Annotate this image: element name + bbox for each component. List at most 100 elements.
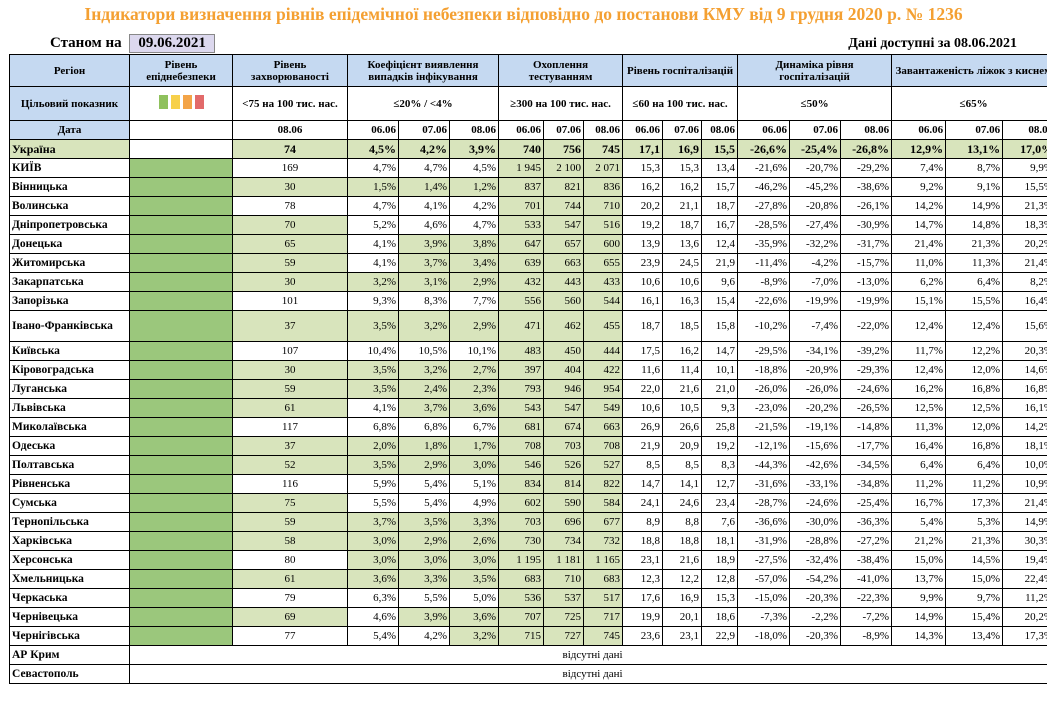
header-hosp-dyn: Динаміка рівня госпіталізацій — [737, 54, 893, 87]
target-detection: ≤20% / <4% — [346, 86, 500, 121]
region-name: Дніпропетровська — [9, 215, 130, 235]
oxygen-value: 21,4% — [1002, 493, 1047, 513]
testing-value: 537 — [543, 588, 585, 608]
detection-value: 1,8% — [398, 436, 450, 456]
detection-value: 2,7% — [448, 360, 500, 380]
incidence-value: 79 — [232, 588, 348, 608]
oxygen-value: 30,3% — [1002, 531, 1047, 551]
testing-value: 600 — [583, 234, 624, 254]
hosp-dyn-value: -20,2% — [789, 398, 842, 418]
oxygen-value: 14,2% — [891, 196, 947, 216]
hosp-dyn-value: -30,0% — [789, 512, 842, 532]
testing-value: 2 100 — [543, 158, 585, 178]
hosp-value: 16,9 — [662, 139, 703, 159]
table-row: Миколаївська 117 6,8% 6,8% 6,7% 681 674 663 26,9… — [9, 417, 1047, 437]
hosp-value: 21,6 — [662, 550, 703, 570]
oxygen-value: 14,5% — [945, 550, 1004, 570]
table-row: Харківська 58 3,0% 2,9% 2,6% 730 734 732 18,8 18,… — [9, 531, 1047, 551]
detection-value: 3,6% — [347, 569, 399, 589]
oxygen-value: 18,3% — [1002, 215, 1047, 235]
region-name: Київська — [9, 341, 130, 361]
level-cell — [129, 607, 233, 627]
incidence-value: 59 — [232, 253, 348, 273]
testing-value: 707 — [498, 607, 545, 627]
region-name: Рівненська — [9, 474, 130, 494]
hosp-value: 14,1 — [662, 474, 703, 494]
hosp-value: 11,6 — [622, 360, 664, 380]
testing-value: 708 — [583, 436, 624, 456]
region-name: Харківська — [9, 531, 130, 551]
detection-value: 6,8% — [398, 417, 450, 437]
hosp-value: 10,1 — [701, 360, 739, 380]
oxygen-value: 16,4% — [1002, 291, 1047, 311]
as-of-label: Станом на — [50, 35, 122, 51]
hosp-dyn-value: -28,7% — [737, 493, 791, 513]
hosp-dyn-value: -27,8% — [737, 196, 791, 216]
no-data-text: відсутні дані — [129, 664, 1047, 684]
target-incidence: <75 на 100 тис. нас. — [232, 86, 348, 121]
testing-value: 517 — [583, 588, 624, 608]
oxygen-value: 10,0% — [1002, 455, 1047, 475]
hosp-value: 8,8 — [662, 512, 703, 532]
testing-value: 1 945 — [498, 158, 545, 178]
detection-value: 3,0% — [448, 455, 500, 475]
region-name: КИЇВ — [9, 158, 130, 178]
hosp-value: 8,9 — [622, 512, 664, 532]
hosp-dyn-value: -19,1% — [789, 417, 842, 437]
oxygen-value: 12,4% — [945, 310, 1004, 342]
detection-value: 1,4% — [398, 177, 450, 197]
detection-value: 3,2% — [448, 626, 500, 646]
hosp-dyn-value: -42,6% — [789, 455, 842, 475]
testing-value: 710 — [583, 196, 624, 216]
testing-value: 663 — [583, 417, 624, 437]
date-dyn-1: 06.06 — [737, 120, 791, 140]
detection-value: 3,2% — [398, 310, 450, 342]
hosp-dyn-value: -20,3% — [789, 626, 842, 646]
testing-value: 1 195 — [498, 550, 545, 570]
oxygen-value: 9,7% — [945, 588, 1004, 608]
testing-value: 793 — [498, 379, 545, 399]
detection-value: 3,8% — [448, 234, 500, 254]
region-name: Донецька — [9, 234, 130, 254]
oxygen-value: 15,0% — [891, 550, 947, 570]
level-cell — [129, 360, 233, 380]
detection-value: 7,7% — [448, 291, 500, 311]
incidence-value: 77 — [232, 626, 348, 646]
testing-value: 526 — [543, 455, 585, 475]
level-cell — [129, 398, 233, 418]
level-cell — [129, 234, 233, 254]
incidence-value: 30 — [232, 177, 348, 197]
detection-value: 2,9% — [398, 455, 450, 475]
testing-value: 954 — [583, 379, 624, 399]
region-name: Чернігівська — [9, 626, 130, 646]
detection-value: 2,4% — [398, 379, 450, 399]
hosp-value: 18,6 — [701, 607, 739, 627]
hosp-dyn-value: -41,0% — [840, 569, 893, 589]
testing-value: 546 — [498, 455, 545, 475]
testing-value: 717 — [583, 607, 624, 627]
level-cell — [129, 455, 233, 475]
detection-value: 1,7% — [448, 436, 500, 456]
detection-value: 3,6% — [448, 607, 500, 627]
incidence-value: 69 — [232, 607, 348, 627]
hosp-value: 14,7 — [622, 474, 664, 494]
hosp-dyn-value: -22,0% — [840, 310, 893, 342]
hosp-dyn-value: -26,5% — [840, 398, 893, 418]
incidence-value: 107 — [232, 341, 348, 361]
date-hosp-3: 08.06 — [701, 120, 739, 140]
hosp-value: 16,1 — [622, 291, 664, 311]
detection-value: 4,2% — [398, 139, 450, 159]
region-name: Херсонська — [9, 550, 130, 570]
table-row: Сумська 75 5,5% 5,4% 4,9% 602 590 584 24,1 24,6 23… — [9, 493, 1047, 513]
oxygen-value: 6,2% — [891, 272, 947, 292]
detection-value: 3,5% — [347, 379, 399, 399]
target-label: Цільовий показник — [9, 86, 130, 121]
incidence-value: 58 — [232, 531, 348, 551]
target-row: Цільовий показник <75 на 100 тис. нас. ≤… — [9, 86, 1047, 121]
hosp-dyn-value: -27,2% — [840, 531, 893, 551]
table-row: Житомирська 59 4,1% 3,7% 3,4% 639 663 655 23,9 24… — [9, 253, 1047, 273]
testing-value: 674 — [543, 417, 585, 437]
hosp-value: 13,9 — [622, 234, 664, 254]
detection-value: 4,6% — [398, 215, 450, 235]
hosp-value: 18,7 — [622, 310, 664, 342]
